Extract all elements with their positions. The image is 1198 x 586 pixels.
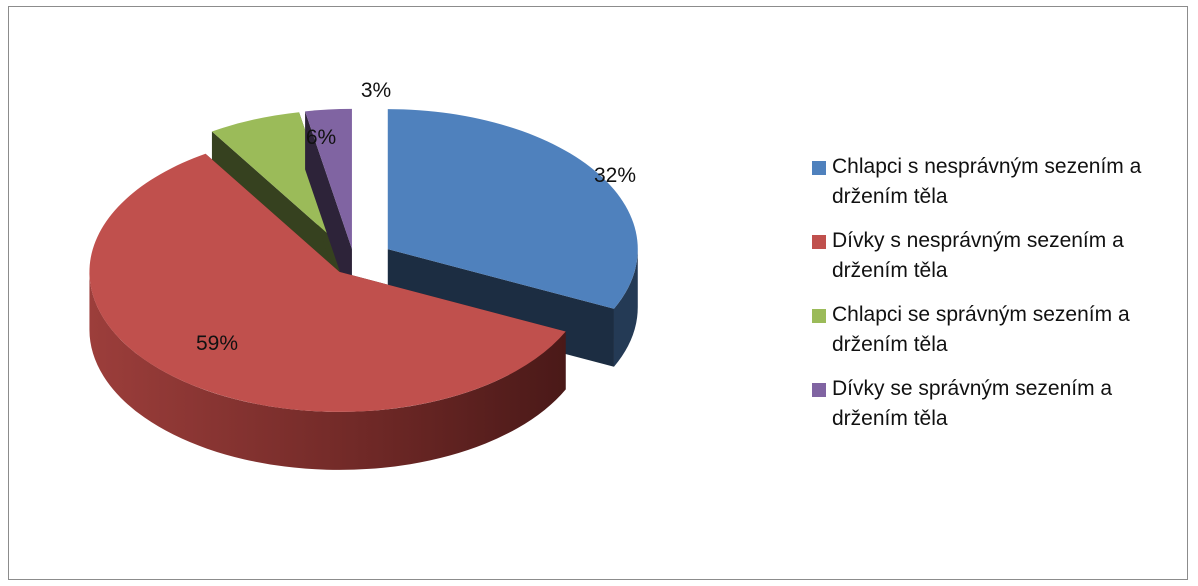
data-label: 32% [594, 164, 636, 187]
legend-swatch [812, 161, 826, 175]
legend-label: Chlapci se správným sezením a držením tě… [832, 303, 1130, 356]
pie-slice [89, 153, 566, 470]
pie-slice [305, 108, 352, 307]
legend-label: Dívky se správným sezením a držením těla [832, 377, 1113, 430]
legend-label: Dívky s nesprávným sezením a držením těl… [832, 229, 1124, 282]
legend-label: Chlapci s nesprávným sezením a držením t… [832, 155, 1142, 208]
legend-swatch [812, 383, 826, 397]
legend-item: Dívky s nesprávným sezením a držením těl… [812, 226, 1192, 286]
legend-swatch [812, 309, 826, 323]
data-label: 59% [196, 332, 238, 355]
data-label: 6% [306, 126, 336, 149]
legend: Chlapci s nesprávným sezením a držením t… [812, 152, 1192, 448]
legend-swatch [812, 235, 826, 249]
legend-item: Dívky se správným sezením a držením těla [812, 374, 1192, 434]
legend-item: Chlapci se správným sezením a držením tě… [812, 300, 1192, 360]
legend-item: Chlapci s nesprávným sezením a držením t… [812, 152, 1192, 212]
data-label: 3% [361, 79, 391, 102]
